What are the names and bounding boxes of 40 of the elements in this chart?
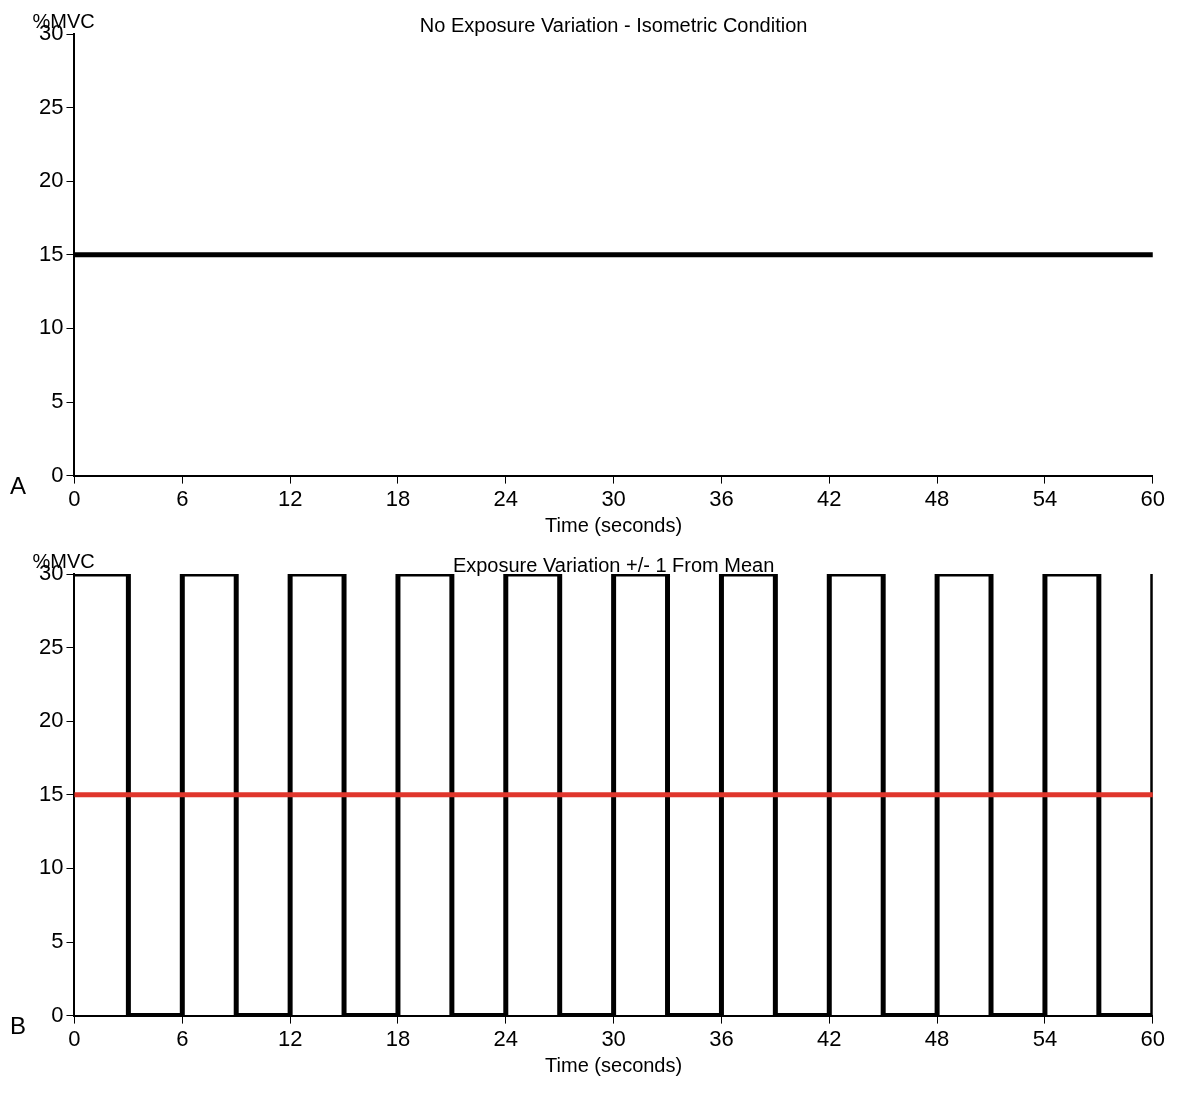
x-tick-label: 18: [385, 1025, 411, 1051]
y-tick-label: 10: [38, 314, 64, 340]
text: A: [10, 472, 27, 500]
x-axis-title: Time (seconds): [545, 1053, 683, 1076]
x-tick-label: 54: [1032, 1025, 1058, 1051]
x-tick-label: 12: [277, 485, 303, 511]
y-tick-label: 20: [38, 707, 64, 733]
chart-title: No Exposure Variation - Isometric Condition: [419, 13, 808, 36]
x-tick-label: 24: [493, 485, 519, 511]
x-tick-label: 24: [493, 1025, 519, 1051]
y-tick-label: 0: [51, 1001, 64, 1027]
x-tick-label: 0: [68, 485, 81, 511]
x-tick-label: 0: [68, 1025, 81, 1051]
x-tick-label: 48: [924, 485, 950, 511]
y-tick-label: 25: [38, 93, 64, 119]
y-tick-label: 25: [38, 633, 64, 659]
y-tick-label: 5: [51, 928, 64, 954]
x-tick-label: 48: [924, 1025, 950, 1051]
y-tick-label: 15: [38, 240, 64, 266]
x-tick-label: 36: [709, 1025, 734, 1051]
x-tick-label: 18: [385, 485, 411, 511]
y-tick-label: 20: [38, 167, 64, 193]
y-tick-label: 5: [51, 388, 64, 414]
y-tick-label: 0: [51, 461, 64, 487]
x-tick-label: 42: [817, 1025, 842, 1051]
x-tick-label: 6: [176, 485, 189, 511]
chart-title: Exposure Variation +/- 1 From Mean: [452, 553, 775, 576]
x-axis-title: Time (seconds): [545, 513, 683, 536]
x-tick-label: 30: [601, 1025, 626, 1051]
x-tick-label: 60: [1140, 1025, 1166, 1051]
text: B: [10, 1012, 27, 1040]
x-tick-label: 6: [176, 1025, 189, 1051]
x-tick-label: 60: [1140, 485, 1166, 511]
x-tick-label: 30: [601, 485, 626, 511]
y-tick-label: 10: [38, 854, 64, 880]
x-tick-label: 54: [1032, 485, 1058, 511]
x-tick-label: 36: [709, 485, 734, 511]
x-tick-label: 42: [817, 485, 842, 511]
y-tick-label: 15: [38, 780, 64, 806]
x-tick-label: 12: [277, 1025, 303, 1051]
